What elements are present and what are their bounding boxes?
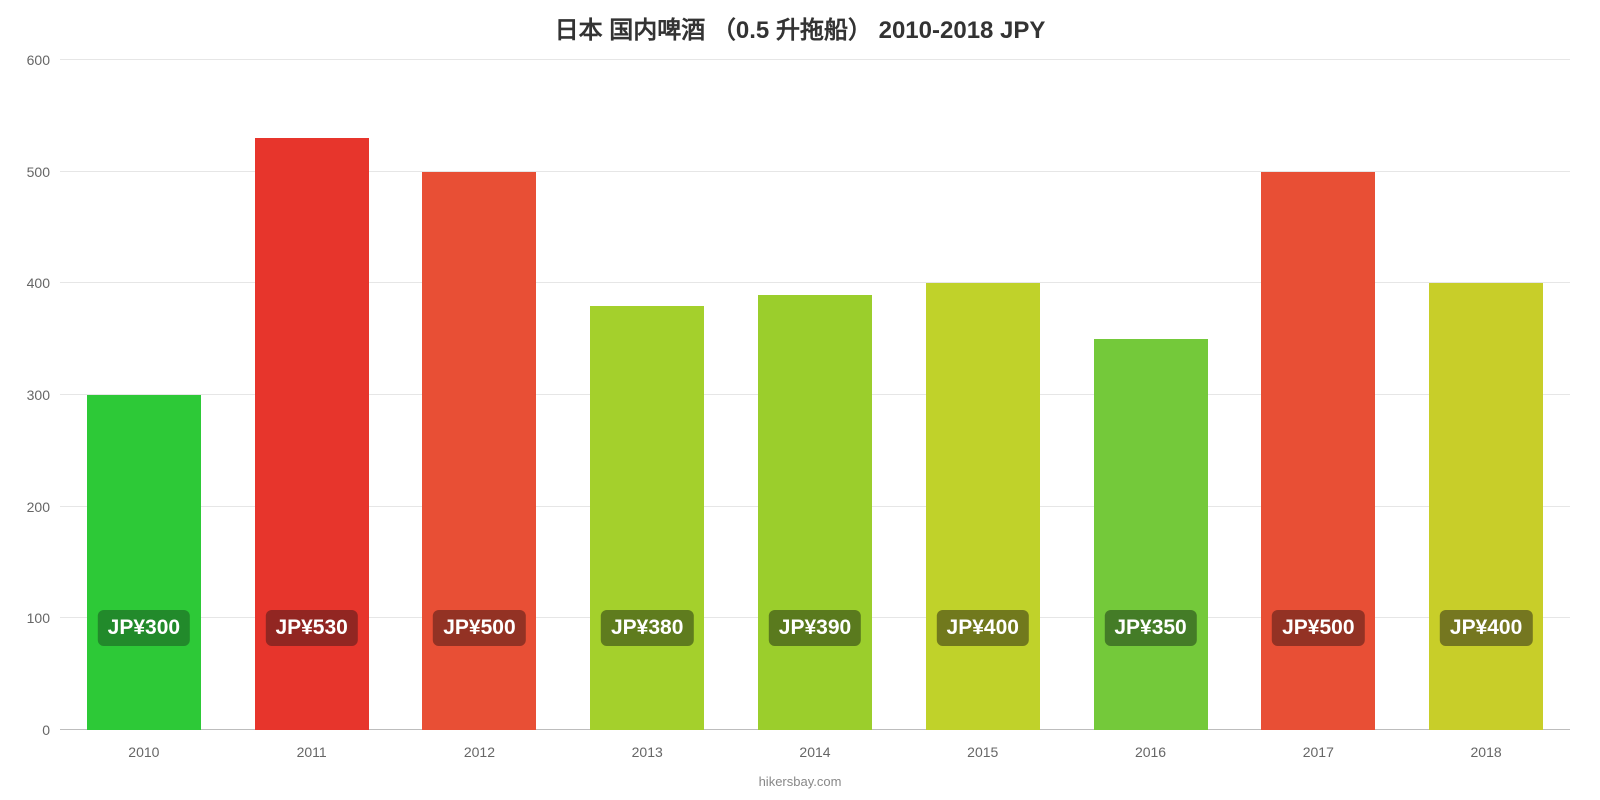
bar-slot: JP¥4002018 — [1402, 60, 1570, 730]
value-badge: JP¥380 — [601, 610, 693, 646]
y-axis-tick: 500 — [27, 164, 60, 180]
bar-chart: 日本 国内啤酒 （0.5 升拖船） 2010-2018 JPY 0 100 200 3… — [0, 0, 1600, 800]
bar: JP¥380 — [590, 306, 704, 730]
y-axis-tick: 200 — [27, 499, 60, 515]
bar: JP¥400 — [1429, 283, 1543, 730]
value-badge: JP¥400 — [1440, 610, 1532, 646]
bar: JP¥530 — [255, 138, 369, 730]
bar: JP¥300 — [87, 395, 201, 730]
bar: JP¥390 — [758, 295, 872, 731]
value-badge: JP¥530 — [265, 610, 357, 646]
y-axis-tick: 300 — [27, 387, 60, 403]
x-axis-label: 2014 — [799, 730, 830, 760]
bar-slot: JP¥3902014 — [731, 60, 899, 730]
value-badge: JP¥500 — [1272, 610, 1364, 646]
value-badge: JP¥350 — [1104, 610, 1196, 646]
chart-title: 日本 国内啤酒 （0.5 升拖船） 2010-2018 JPY — [0, 0, 1600, 51]
bar-slot: JP¥3002010 — [60, 60, 228, 730]
y-axis-tick: 0 — [42, 722, 60, 738]
x-axis-label: 2011 — [297, 730, 327, 760]
bars-layer: JP¥3002010JP¥5302011JP¥5002012JP¥3802013… — [60, 60, 1570, 730]
bar-slot: JP¥5002017 — [1234, 60, 1402, 730]
bar: JP¥400 — [926, 283, 1040, 730]
bar-slot: JP¥3802013 — [563, 60, 731, 730]
y-axis-tick: 600 — [27, 52, 60, 68]
bar-slot: JP¥4002015 — [899, 60, 1067, 730]
value-badge: JP¥390 — [769, 610, 861, 646]
bar: JP¥500 — [422, 172, 536, 730]
bar-slot: JP¥3502016 — [1067, 60, 1235, 730]
x-axis-label: 2015 — [967, 730, 998, 760]
y-axis-tick: 400 — [27, 275, 60, 291]
bar: JP¥350 — [1094, 339, 1208, 730]
value-badge: JP¥400 — [937, 610, 1029, 646]
attribution-text: hikersbay.com — [759, 774, 842, 789]
x-axis-label: 2012 — [464, 730, 495, 760]
x-axis-label: 2018 — [1471, 730, 1502, 760]
x-axis-label: 2017 — [1303, 730, 1334, 760]
x-axis-label: 2016 — [1135, 730, 1166, 760]
bar-slot: JP¥5002012 — [396, 60, 564, 730]
x-axis-label: 2010 — [128, 730, 159, 760]
plot-area: 0100200300400500600JP¥3002010JP¥5302011J… — [60, 60, 1570, 730]
bar-slot: JP¥5302011 — [228, 60, 396, 730]
x-axis-label: 2013 — [632, 730, 663, 760]
y-axis-tick: 100 — [27, 610, 60, 626]
value-badge: JP¥300 — [98, 610, 190, 646]
value-badge: JP¥500 — [433, 610, 525, 646]
bar: JP¥500 — [1261, 172, 1375, 730]
